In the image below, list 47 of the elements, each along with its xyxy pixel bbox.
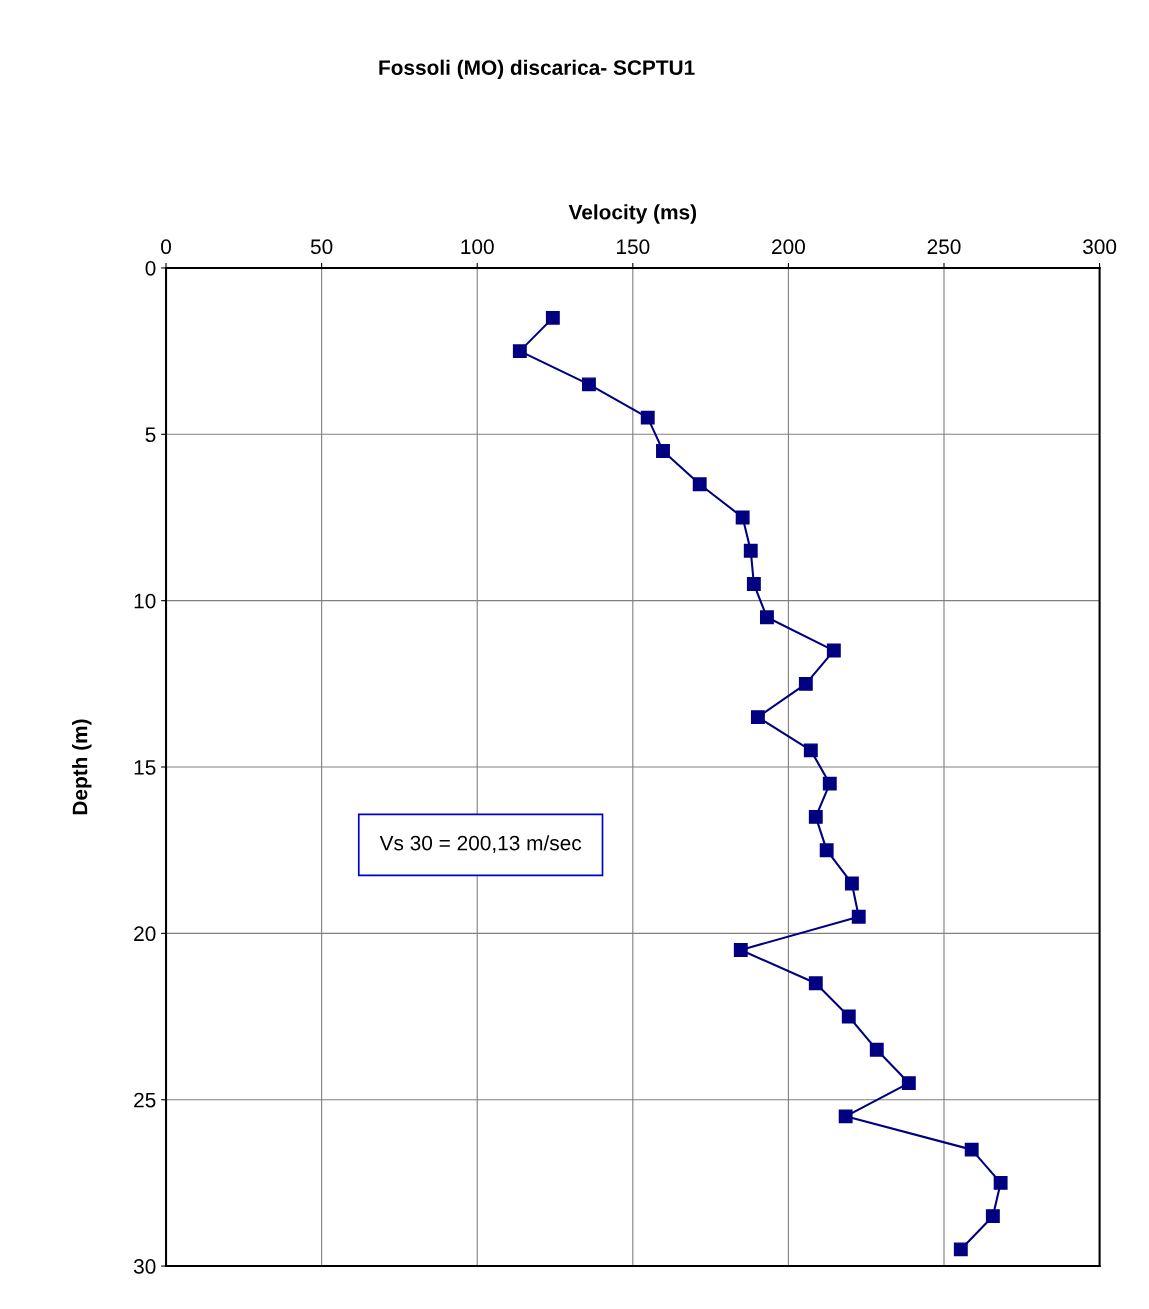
point	[735, 510, 750, 525]
point	[822, 776, 837, 791]
point	[808, 809, 823, 824]
point	[750, 710, 765, 725]
point	[993, 1175, 1008, 1190]
chart-title: Fossoli (MO) discarica- SCPTU1	[379, 59, 695, 80]
annotation: Vs 30 = 200,13 m/sec	[379, 835, 582, 853]
point	[733, 943, 748, 957]
point	[964, 1142, 979, 1157]
point	[545, 310, 560, 325]
point	[656, 443, 670, 458]
x-tick-label: 250	[927, 239, 961, 255]
y-tick-label: 5	[145, 427, 156, 443]
point	[841, 1009, 856, 1024]
point	[759, 610, 774, 625]
point	[798, 676, 813, 691]
y-tick-label: 20	[134, 926, 156, 942]
y-tick-label: 0	[145, 260, 156, 276]
point	[826, 643, 841, 658]
point	[581, 377, 596, 392]
point	[692, 477, 707, 492]
point	[985, 1209, 1000, 1224]
x-tick-label: 0	[161, 239, 172, 255]
point	[640, 410, 655, 425]
y-tick-label: 25	[134, 1092, 156, 1108]
y-tick-label: 10	[134, 593, 156, 609]
x-tick-label: 100	[461, 239, 494, 255]
point	[838, 1109, 853, 1124]
x-tick-label: 50	[310, 239, 333, 255]
point	[844, 876, 859, 891]
point	[901, 1076, 916, 1091]
point	[953, 1242, 968, 1257]
point	[803, 743, 818, 758]
x-axis-title: Velocity (ms)	[568, 204, 697, 224]
x-tick-label: 200	[772, 239, 805, 255]
y-axis-title: Depth (m)	[72, 719, 92, 815]
point	[819, 843, 834, 858]
point	[808, 976, 823, 991]
x-tick-label: 150	[617, 239, 650, 255]
point	[743, 543, 758, 558]
y-tick-label: 30	[133, 1259, 156, 1274]
point	[746, 577, 761, 591]
point	[869, 1042, 884, 1057]
point	[851, 909, 866, 924]
x-tick-label: 300	[1083, 239, 1117, 255]
y-tick-label: 15	[134, 760, 156, 775]
point	[512, 344, 527, 359]
